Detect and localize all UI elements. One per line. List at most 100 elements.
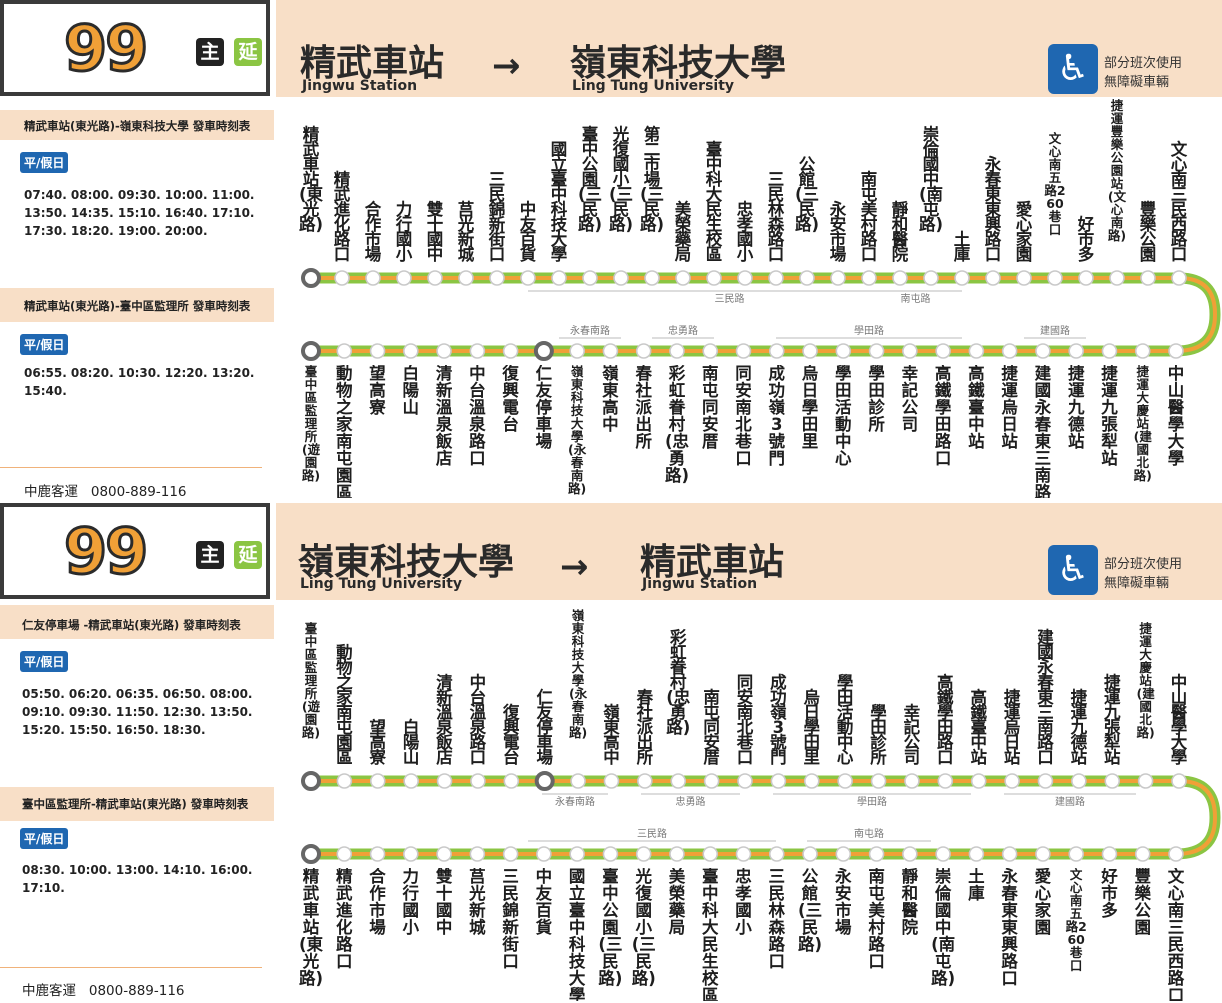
station-dot (403, 846, 419, 862)
station-dot (369, 773, 386, 789)
station-dot (1035, 343, 1051, 359)
station-dot (902, 846, 918, 862)
station-name: 國立臺中科技大學 (568, 868, 586, 1001)
station-name: 學田診所 (868, 365, 885, 433)
station-dot (892, 270, 908, 286)
station-dot (968, 343, 985, 359)
station-dot (868, 343, 885, 359)
station-dot (970, 773, 987, 789)
station-dot (1101, 846, 1118, 862)
station-name: 望高寮 (369, 365, 386, 416)
station-dot (768, 343, 785, 359)
station-name: 公館(三民路) (795, 155, 820, 234)
station-name: 捷運九德站 (1067, 365, 1085, 450)
station-dot (582, 270, 598, 286)
station-dot (1168, 846, 1184, 862)
station-dot (737, 270, 753, 286)
road-label: 建國路 (1040, 324, 1070, 337)
main-route-badge: 主 (196, 541, 224, 569)
station-dot (602, 846, 619, 862)
station-dot (735, 343, 752, 359)
extended-route-badge: 延 (234, 541, 262, 569)
station-name: 捷運九德站 (1070, 688, 1088, 767)
station-name: 捷運豐樂公園站(文心南路) (1107, 98, 1127, 243)
station-dot (1068, 846, 1084, 862)
station-name: 光復國小(三民路) (609, 125, 634, 234)
station-name: 永安市場 (835, 868, 852, 936)
station-dot (1104, 773, 1121, 789)
station-name: 中台溫泉路口 (469, 365, 486, 467)
station-name: 崇倫國中(南屯路) (931, 868, 956, 987)
station-dot (436, 846, 452, 862)
station-dot (637, 773, 653, 789)
destination-name: 嶺東科技大學 (570, 43, 787, 84)
station-dot (301, 844, 321, 864)
station-name: 臺中區監理所(遊園路) (301, 621, 321, 740)
station-name: 嶺東科技大學(永春南路) (568, 608, 588, 740)
station-name: 第二市場(三民路) (640, 125, 665, 234)
route-title-bar: 嶺東科技大學 Ling Tung University → 精武車站 Jingw… (276, 503, 1222, 600)
station-dot (904, 773, 920, 789)
station-dot (520, 270, 536, 286)
station-dot (675, 270, 691, 286)
station-name: 建國永春東三南路口 (1037, 628, 1054, 767)
station-name: 捷運大慶站(建國北路) (1136, 621, 1155, 740)
station-dot (803, 773, 820, 789)
station-name: 力行國小 (395, 200, 413, 264)
station-name: 成功嶺3號門 (768, 365, 786, 467)
station-name: 南屯美村路口 (868, 868, 885, 970)
station-dot (469, 343, 486, 359)
destination-name: 精武車站 (640, 542, 785, 583)
station-dot (1037, 773, 1054, 789)
company-name: 中鹿客運 (24, 484, 78, 500)
station-name: 捷運九張犁站 (1103, 673, 1121, 767)
station-name: 捷運九張犁站 (1101, 365, 1118, 467)
station-name: 土庫 (968, 868, 985, 902)
station-dot (369, 846, 386, 862)
station-dot (923, 270, 939, 286)
station-name: 精武車站(東光路) (299, 125, 324, 234)
origin-name: 精武車站 (300, 43, 445, 84)
route-line-inner (311, 276, 1217, 353)
station-dot (534, 771, 555, 791)
station-dot (735, 846, 752, 862)
station-name: 美榮藥局 (674, 200, 692, 264)
station-name: 三民錦新街口 (502, 868, 519, 970)
station-dot (469, 846, 486, 862)
station-dot (1004, 773, 1020, 789)
station-name: 嶺東科技大學(永春南路) (568, 365, 587, 495)
station-name: 土庫 (953, 230, 971, 264)
station-name: 捷運烏日站 (1003, 688, 1021, 767)
station-dot (1140, 270, 1156, 286)
station-dot (670, 773, 687, 789)
station-dot (635, 846, 652, 862)
company-contact: 中鹿客運 0800-889-116 (24, 480, 187, 500)
station-dot (502, 343, 519, 359)
station-name: 莒光新城 (457, 200, 475, 264)
station-dot (1109, 270, 1125, 286)
station-name: 合作市場 (369, 868, 386, 936)
station-name: 幸記公司 (903, 703, 921, 767)
station-name: 動物之家南屯園區 (336, 643, 353, 767)
station-dot (396, 270, 412, 286)
station-name: 文心南五路260巷口 (1044, 131, 1066, 237)
station-name: 光復國小(三民路) (631, 868, 656, 987)
station-name: 南屯同安厝 (703, 688, 720, 767)
route-logo: 99 主 延 (0, 503, 270, 599)
station-dot (1134, 343, 1151, 359)
station-name: 忠孝國小 (735, 868, 752, 936)
station-dot (1071, 773, 1087, 789)
station-dot (702, 846, 719, 862)
accessibility-line1: 部分班次使用 (1104, 56, 1183, 71)
station-name: 精武進化路口 (333, 170, 351, 264)
station-name: 白陽山 (402, 365, 420, 416)
station-name: 三民錦新街口 (488, 170, 506, 264)
station-name: 南屯同安厝 (701, 365, 719, 450)
station-name: 中山醫學大學 (1167, 365, 1185, 467)
station-dot (613, 270, 629, 286)
station-name: 春社派出所 (635, 365, 652, 450)
route-map: 三民路 南屯路 永春南路 忠勇路 學田路 建國路 精武車站(東光路) 精武進化路口 合作市場 力行… (278, 97, 1222, 500)
road-label: 永春南路 (570, 324, 610, 337)
road-label: 永春南路 (555, 795, 595, 808)
station-name: 南屯美村路口 (860, 170, 878, 264)
